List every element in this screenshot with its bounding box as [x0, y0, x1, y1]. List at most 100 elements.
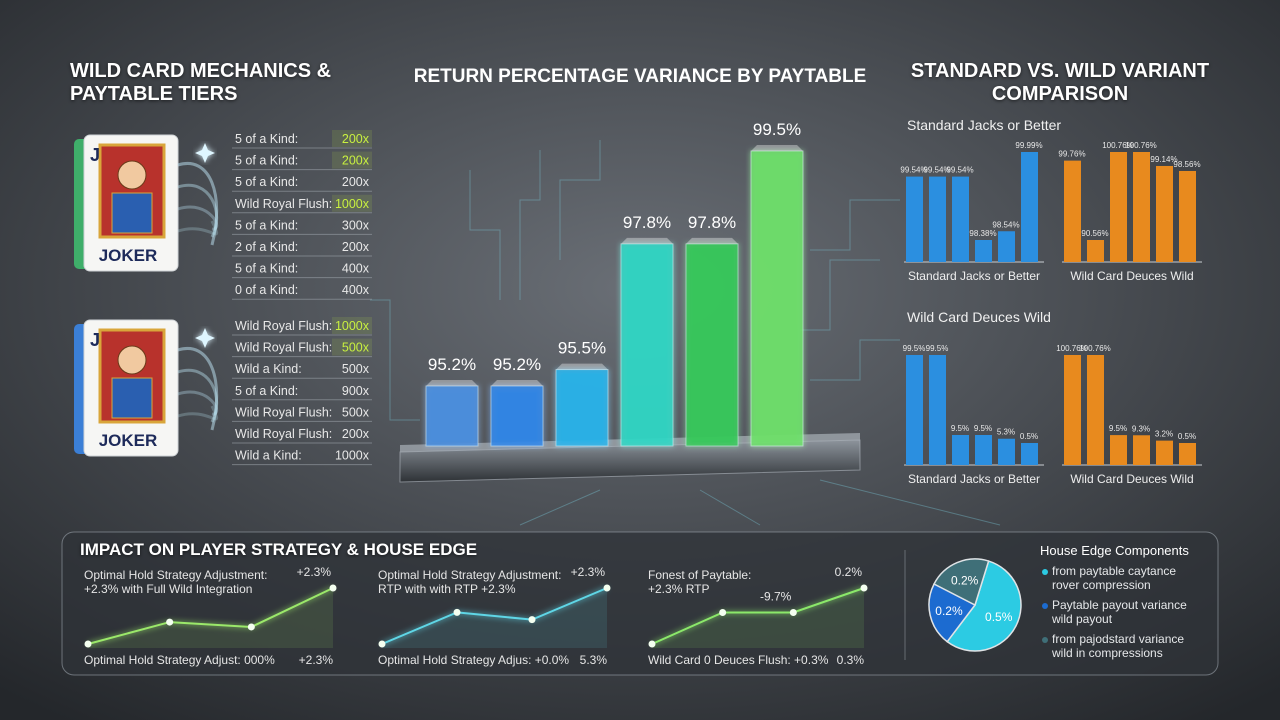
value-label: 0.5% [1020, 432, 1038, 441]
bar [975, 240, 992, 262]
slice-label: 0.2% [935, 604, 963, 618]
bar [490, 385, 544, 447]
bar [425, 385, 479, 447]
payout: 400x [342, 283, 370, 297]
card-swirl [177, 183, 219, 238]
bar [952, 435, 969, 465]
chart-title: Optimal Hold Strategy Adjustment: [84, 568, 267, 582]
card-rank: J [90, 330, 100, 350]
point [648, 640, 656, 648]
legend-marker [1042, 637, 1048, 643]
annotation: +2.3% [571, 565, 606, 579]
card-robe [111, 192, 153, 234]
card-swirl [177, 220, 219, 236]
impact-panel [61, 531, 1219, 676]
legend-entry: from paytable caytance rover compression [1052, 564, 1177, 593]
hand-name: Wild Royal Flush: [235, 427, 332, 441]
bar [1021, 152, 1038, 262]
bar-top [686, 237, 738, 244]
area [652, 588, 864, 648]
point [860, 584, 868, 592]
value-label: 99.54% [900, 166, 927, 175]
legend-marker [1042, 569, 1048, 575]
payout: 400x [342, 262, 370, 276]
payout: 200x [342, 175, 370, 189]
hand-name: 5 of a Kind: [235, 132, 298, 146]
value-label: 95.2% [428, 355, 476, 374]
sparkle [195, 143, 215, 163]
point [453, 608, 461, 616]
value-label: 99.14% [1150, 155, 1177, 164]
footer-value: 5.3% [580, 653, 608, 667]
hand-name: Wild a Kind: [235, 449, 302, 463]
bar [1133, 152, 1150, 262]
x-axis-label: Standard Jacks or Better [908, 269, 1040, 283]
value-label: 98.54% [992, 220, 1019, 229]
bar [906, 355, 923, 465]
x-axis-label: Wild Card Deuces Wild [1070, 472, 1193, 486]
value-label: 98.38% [969, 229, 996, 238]
payout: 200x [342, 154, 370, 168]
payout: 300x [342, 218, 370, 232]
card-swirl [177, 347, 219, 431]
chart-subtitle: RTP with with RTP +2.3% [378, 582, 516, 596]
pie-slice [933, 558, 990, 607]
value-label: 9.5% [974, 424, 992, 433]
point [603, 584, 611, 592]
value-label: 99.5% [753, 120, 801, 139]
chart-subtitle: +2.3% RTP [648, 582, 709, 596]
chart-title: Fonest of Paytable: [648, 568, 751, 582]
pie-slice [946, 560, 1022, 652]
footer: Wild Card 0 Deuces Flush: +0.3% [648, 653, 829, 667]
value-label: 99.76% [1058, 150, 1085, 159]
chart-subtitle: +2.3% with Full Wild Integration [84, 582, 252, 596]
hand-name: 5 of a Kind: [235, 175, 298, 189]
payout: 200x [342, 132, 370, 146]
payout: 500x [342, 341, 370, 355]
card-swirl [177, 205, 219, 231]
payout: 500x [342, 362, 370, 376]
legend-marker [1042, 603, 1048, 609]
x-axis-label: Standard Jacks or Better [908, 472, 1040, 486]
card-swirl [177, 405, 219, 421]
payout-highlight [332, 194, 372, 212]
value-label: 99.5% [926, 344, 949, 353]
slice-label: 0.2% [951, 573, 979, 587]
hand-name: 5 of a Kind: [235, 384, 298, 398]
bar [998, 231, 1015, 262]
bar-top [491, 380, 543, 386]
comparison-heading: Standard Jacks or Better [907, 117, 1061, 133]
footer-value: 0.3% [837, 653, 865, 667]
card-rank: J [90, 145, 100, 165]
bar [1110, 152, 1127, 262]
value-label: 100.76% [1079, 344, 1111, 353]
slice-label: 0.5% [985, 610, 1013, 624]
point [247, 623, 255, 631]
payout: 1000x [335, 197, 370, 211]
area [382, 588, 607, 648]
hand-name: Wild Royal Flush: [235, 197, 332, 211]
hand-name: 0 of a Kind: [235, 283, 298, 297]
bar-top [751, 145, 803, 151]
value-label: 95.5% [558, 339, 606, 358]
left-title: WILD CARD MECHANICS & PAYTABLE TIERS [70, 60, 332, 105]
payout: 500x [342, 405, 370, 419]
bar [998, 438, 1015, 465]
hand-name: 5 of a Kind: [235, 218, 298, 232]
footer-value: +2.3% [299, 653, 334, 667]
bar [929, 355, 946, 465]
point [719, 609, 727, 616]
point [329, 584, 337, 592]
card-swirl [177, 162, 219, 246]
value-label: 9.3% [1132, 424, 1150, 433]
bar-top [556, 363, 608, 370]
bar [1021, 443, 1038, 465]
point [789, 609, 797, 616]
chart-title: RETURN PERCENTAGE VARIANCE BY PAYTABLE [414, 66, 867, 87]
bar [555, 369, 609, 447]
payout: 1000x [335, 449, 370, 463]
bar [1156, 165, 1173, 262]
hand-name: Wild Royal Flush: [235, 319, 332, 333]
